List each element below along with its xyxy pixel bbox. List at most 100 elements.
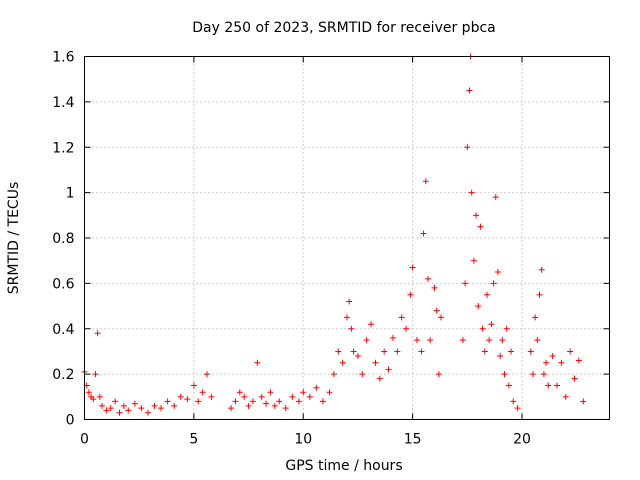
data-point [435,371,442,378]
data-point [263,400,270,407]
data-point [348,325,355,332]
data-point [372,359,379,366]
data-point [151,402,158,409]
x-tick-label: 10 [294,432,312,448]
data-point [313,384,320,391]
data-point [464,144,471,151]
data-point [543,359,550,366]
data-point [335,348,342,355]
data-point [368,321,375,328]
data-point [438,314,445,321]
data-point [107,405,114,412]
data-point [580,398,587,405]
data-point [346,298,353,305]
data-point [267,389,274,396]
data-point [575,357,582,364]
tick-labels: 0 5 10 15 20 0 0.2 0.4 0.6 0.8 1 1.2 1.4 1.6 [52,50,531,448]
data-point [479,325,486,332]
data-point [282,405,289,412]
data-point [488,321,495,328]
data-point [245,402,252,409]
data-point [236,389,243,396]
data-point [538,266,545,273]
x-tick-label: 0 [80,432,89,448]
data-point [514,405,521,412]
data-point [527,348,534,355]
data-point [103,407,110,414]
data-point [418,348,425,355]
data-point [422,178,429,185]
data-point [433,307,440,314]
chart-title: Day 250 of 2023, SRMTID for receiver pbc… [192,20,495,36]
data-point [554,382,560,389]
data-point [295,398,302,405]
data-point [376,375,383,382]
data-point [468,189,475,196]
data-point [492,194,499,201]
data-point [501,371,508,378]
data-point [462,280,469,287]
plot-frame [84,56,610,420]
y-axis-title: SRMTID / TECUs [6,182,22,295]
data-point [431,284,438,291]
data-point [473,212,480,219]
data-point [354,352,361,359]
data-point [158,405,165,412]
data-point [510,398,517,405]
data-point [459,337,466,344]
data-point [505,382,512,389]
data-point [558,359,565,366]
data-point [258,393,265,400]
grid [84,56,610,420]
x-tick-label: 15 [404,432,422,448]
data-point [494,269,501,276]
data-point [475,303,482,310]
data-point [300,389,307,396]
x-axis-title: GPS time / hours [285,458,402,474]
data-point [562,393,569,400]
data-point [144,409,151,416]
data-point [177,393,184,400]
data-point [466,87,473,94]
y-tick-label: 0.2 [52,367,74,383]
data-point [289,393,296,400]
data-point [254,359,261,366]
data-point [549,352,556,359]
data-point [427,337,434,344]
data-point [116,409,123,416]
data-point [199,389,206,396]
data-point [359,371,366,378]
y-tick-label: 0.6 [52,276,74,292]
data-point [125,407,132,414]
data-point [409,264,416,271]
data-point [92,371,99,378]
data-point [249,398,256,405]
data-point [90,396,97,403]
y-tick-label: 0 [66,413,75,429]
data-point [363,337,370,344]
data-point [190,382,197,389]
data-point [120,402,127,409]
y-tick-label: 1 [66,186,75,202]
data-point [99,402,105,409]
data-point [497,352,504,359]
data-point [545,382,552,389]
x-tick-label: 5 [189,432,198,448]
data-point [499,337,506,344]
y-tick-label: 1.4 [52,95,74,111]
x-tick-label: 20 [513,432,531,448]
data-point [567,348,574,355]
data-point [536,291,543,298]
data-point [344,314,350,321]
data-point [96,393,103,400]
data-point [532,314,539,321]
y-tick-label: 0.8 [52,231,74,247]
data-point [339,359,346,366]
data-point [470,257,477,264]
y-tick-label: 0.4 [52,322,74,338]
data-point [529,371,536,378]
axis-ticks [84,56,610,420]
data-point [394,348,401,355]
data-point [306,393,313,400]
